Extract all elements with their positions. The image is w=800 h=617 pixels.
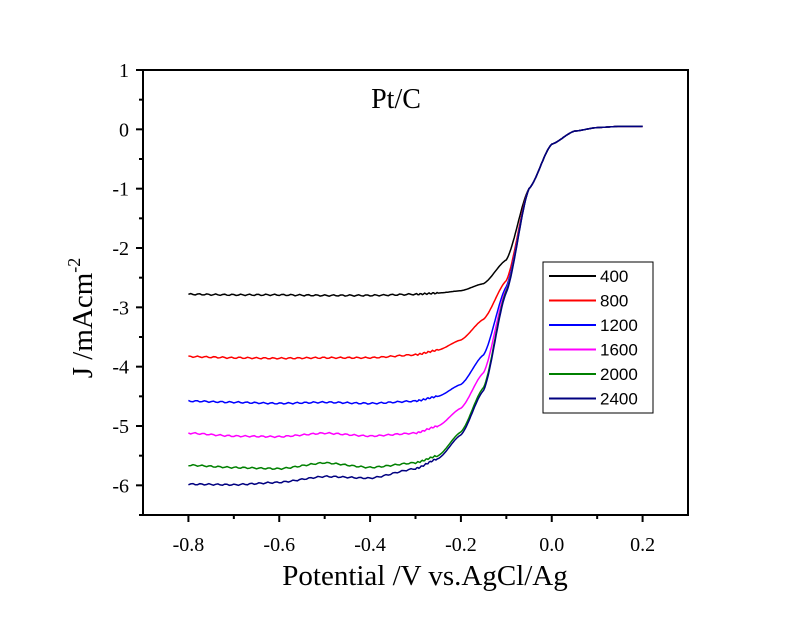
legend-label: 2000 [600,365,638,384]
x-tick-label: -0.8 [173,534,205,556]
y-axis-label-main: J /mAcm [67,272,99,378]
y-tick-label: -6 [112,475,129,497]
y-tick-label: -3 [112,297,129,319]
x-tick-label: -0.4 [354,534,386,556]
legend-label: 800 [600,292,628,311]
x-tick-label: -0.2 [445,534,477,556]
legend-label: 2400 [600,390,638,409]
legend-label: 1200 [600,316,638,335]
y-tick-label: -4 [112,357,129,379]
y-axis-label: J /mAcm-2 [64,258,99,379]
x-tick-label: -0.6 [263,534,295,556]
legend-label: 1600 [600,341,638,360]
y-tick-label: 0 [119,119,129,141]
y-tick-label: 1 [119,60,129,82]
y-axis-label-superscript: -2 [64,258,84,273]
legend-box [542,261,654,414]
x-tick-label: 0.2 [630,534,655,556]
plot-frame [142,69,689,516]
series-line-2400 [188,125,643,487]
x-tick-label: 0.0 [539,534,564,556]
x-axis-label: Potential /V vs.AgCl/Ag [282,560,567,592]
legend: 400 800 1200 1600 2000 2400 [542,261,654,414]
chart-title: Pt/C [371,84,421,115]
legend-label: 400 [600,267,628,286]
y-tick-label: -2 [112,238,129,260]
y-tick-label: -5 [112,416,129,438]
y-tick-label: -1 [112,179,129,201]
